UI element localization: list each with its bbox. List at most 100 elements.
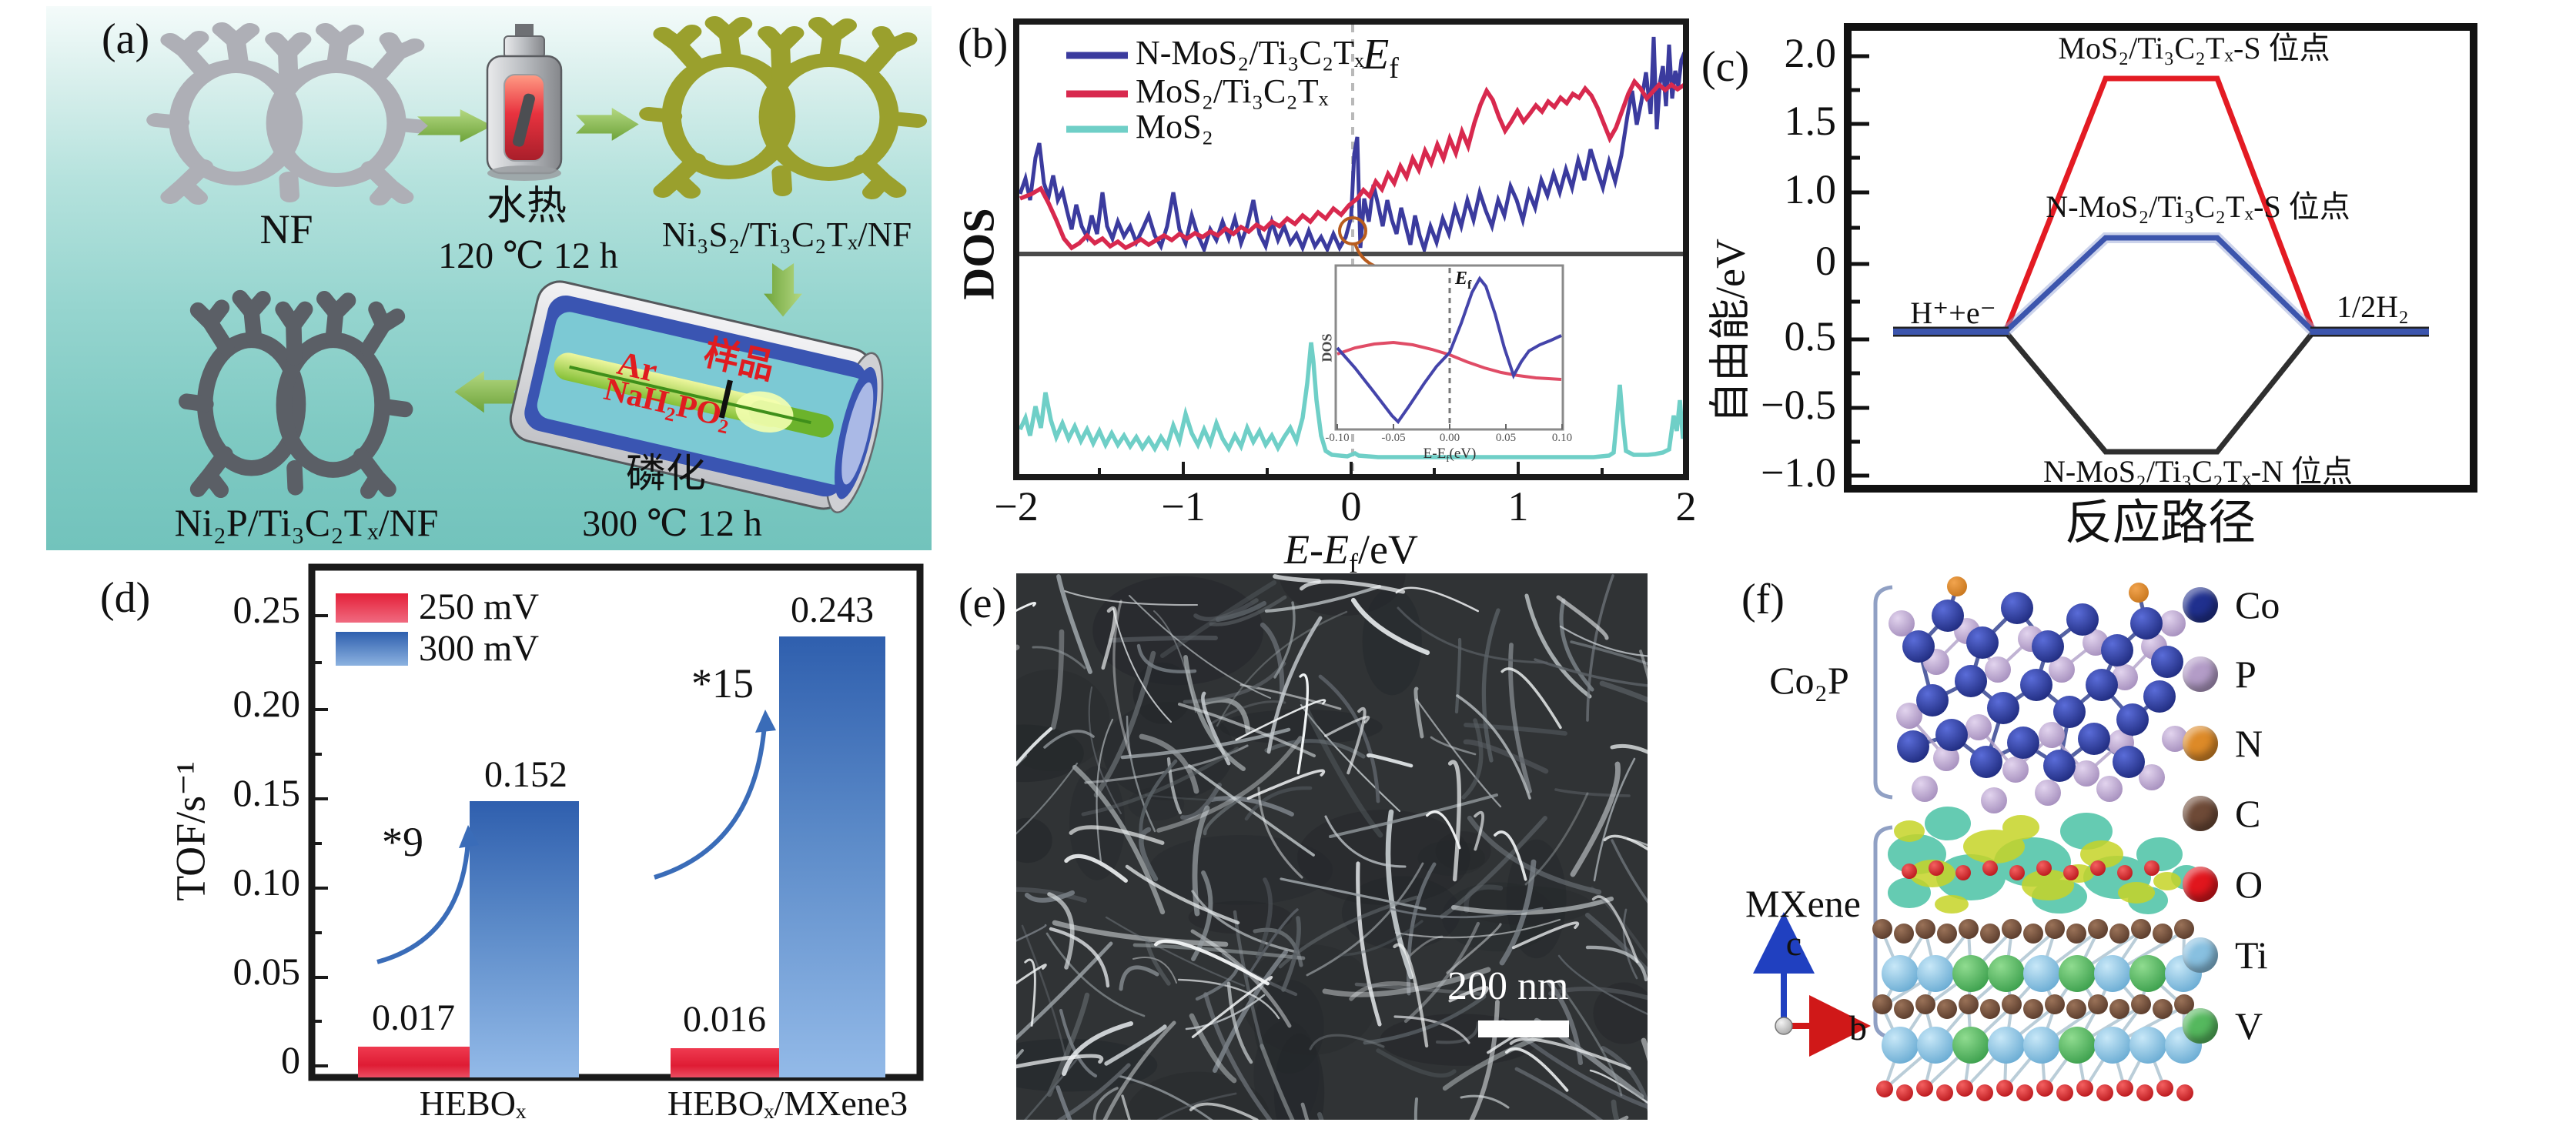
legend-label-c: C	[2235, 792, 2261, 835]
co-atoms	[1897, 592, 2183, 782]
blue-path-label: N-MoS₂/Ti₃C₂Tₓ-S 位点	[2046, 189, 2350, 224]
fermi-level-label: Ef	[1363, 31, 1399, 85]
value-label-0.016: 0.016	[683, 999, 766, 1040]
y-tick-0.15: 0.15	[233, 771, 301, 814]
panel-e-sem-image: (e) 200 nm	[958, 566, 1728, 1129]
plot-frame	[1844, 23, 2477, 493]
legend-row-ti: Ti	[2183, 934, 2268, 977]
nf-label: NF	[259, 206, 313, 252]
dos-plot-graphics	[1013, 18, 1689, 480]
v-atom-swatch	[2183, 1008, 2218, 1044]
legend-label-co: Co	[2235, 583, 2280, 626]
initial-state-label: H⁺+e⁻	[1910, 296, 1996, 330]
o-atoms-bottom-row	[1876, 1080, 2193, 1101]
tube-furnace-icon	[509, 280, 884, 513]
scale-bar-label: 200 nm	[1447, 964, 1569, 1008]
category-label-hebox-mxene3: HEBOₓ/MXene3	[667, 1084, 908, 1123]
multiplier-label-15: *15	[691, 660, 754, 706]
hydrothermal-step-label: 水热	[486, 185, 567, 229]
sem-nanosheet-texture	[1016, 573, 1648, 1120]
mxene-region-label: MXene	[1745, 882, 1861, 925]
co2p-region-label: Co₂P	[1769, 659, 1849, 702]
legend-swatch-300mv	[336, 632, 408, 666]
x-tick-neg1: −1	[1161, 483, 1206, 529]
panel-e-label: (e)	[958, 580, 1007, 627]
panel-a-label: (a)	[102, 15, 150, 63]
free-energy-graphics	[1844, 23, 2477, 493]
y-tick-0.25: 0.25	[233, 588, 301, 631]
annotation-circle	[1338, 216, 1367, 246]
dos-inset-plot	[1334, 264, 1564, 431]
ni3s2-product-label: Ni₃S₂/Ti₃C₂Tₓ/NF	[661, 215, 912, 254]
x-axis-ticks	[1015, 462, 1688, 477]
panel-d-label: (d)	[100, 574, 151, 622]
legend-row-p: P	[2183, 653, 2257, 696]
value-label-0.152: 0.152	[484, 754, 567, 795]
path-s-site-doped	[2003, 235, 2316, 334]
ni3s2-foam-illustration	[649, 23, 918, 192]
legend-label-o: O	[2235, 863, 2263, 906]
category-label-hebox: HEBOₓ	[419, 1084, 527, 1123]
ti-v-atoms-row2	[1882, 1027, 2202, 1064]
crystal-axes-icon	[1753, 912, 1871, 1057]
c-atoms-row1	[1872, 919, 2194, 944]
legend-label-300mv: 300 mV	[419, 628, 539, 669]
panel-a-graphics	[46, 6, 932, 513]
inset-tick-0: -0.10	[1325, 432, 1350, 444]
legend-label-ti: Ti	[2235, 934, 2268, 977]
red-path-label: MoS₂/Ti₃C₂Tₓ-S 位点	[2058, 31, 2330, 65]
legend-label-n: N	[2235, 722, 2263, 765]
y-tick-0: 0	[1815, 238, 1836, 284]
x-tick-0: 0	[1340, 483, 1362, 529]
legend-label-250mv: 250 mV	[419, 586, 539, 627]
atomic-structure-graphics	[1753, 576, 2202, 1101]
path-n-site	[2003, 329, 2316, 455]
hydrothermal-conditions: 120 ℃ 12 h	[438, 235, 618, 276]
ti-v-atoms-row1	[1882, 955, 2202, 992]
panel-b-dos-plot: (b) DOS N-MoS₂/Ti₃C₂Tₓ MoS₂/Ti₃C₂Tₓ MoS₂…	[954, 0, 1701, 578]
y-tick-0.10: 0.10	[233, 860, 301, 904]
mxene-bonds	[1878, 926, 2186, 1094]
panel-d-tof-bar-chart: (d) TOF/s⁻¹ 0.25 0.20 0.15 0.10 0.05 0 2…	[46, 554, 955, 1129]
c-atom-swatch	[2183, 796, 2218, 831]
legend-label-v: V	[2235, 1004, 2263, 1047]
reaction-path-x-axis-label: 反应路径	[2064, 497, 2257, 549]
n-atoms	[1947, 576, 2149, 603]
x-tick-1: 1	[1507, 483, 1529, 529]
autoclave-icon	[486, 24, 563, 181]
y-tick-neg1.0: −1.0	[1761, 449, 1836, 496]
bar-hebox-mxene3-250mv	[671, 1048, 779, 1077]
panel-c-free-energy-diagram: (c) 自由能/eV 2.0 1.5 1.0 0 0.5 −0.5 −1.0 M…	[1701, 0, 2576, 585]
n-atom-swatch	[2183, 726, 2218, 761]
inset-tick-4: 0.10	[1551, 432, 1573, 444]
x-tick-2: 2	[1675, 483, 1697, 529]
panel-c-label: (c)	[1701, 43, 1750, 91]
c-axis-label: c	[1785, 924, 1802, 963]
path-s-site-undoped	[2002, 75, 2317, 333]
legend-row-v: V	[2183, 1004, 2263, 1047]
y-tick-0.05: 0.05	[233, 950, 301, 993]
curve-mos2-ti3c2tx	[1019, 78, 1686, 251]
inset-tick-3: 0.05	[1495, 432, 1517, 444]
y-axis-ticks	[312, 614, 328, 1067]
legend-label-p: P	[2235, 653, 2257, 696]
legend-swatch-250mv	[336, 593, 408, 623]
curve-n-mos2-ti3c2tx	[1018, 36, 1687, 256]
y-tick-0.5: 0.5	[1784, 313, 1837, 359]
c-atoms-row2	[1872, 994, 2194, 1019]
sem-micrograph: 200 nm	[1016, 573, 1648, 1120]
p-atom-swatch	[2183, 656, 2218, 692]
b-axis-label: b	[1849, 1008, 1867, 1047]
panel-b-label: (b)	[958, 20, 1009, 68]
final-state-label: 1/2H₂	[2337, 289, 2409, 324]
curve-mos2	[1018, 342, 1687, 459]
y-tick-0.20: 0.20	[233, 682, 301, 725]
y-axis-ticks	[1848, 54, 1869, 478]
legend-label-mos2-ti3c2tx: MoS₂/Ti₃C₂Tₓ	[1136, 72, 1329, 110]
value-label-0.243: 0.243	[791, 590, 874, 630]
arrow-autoclave-to-foam-icon	[576, 108, 639, 141]
phosphidation-step-label: 磷化	[625, 453, 707, 496]
y-tick-2.0: 2.0	[1784, 30, 1837, 76]
panel-f-atomic-model: (f) Co₂P MXene c b Co P N C O Ti V	[1717, 554, 2576, 1129]
scale-bar	[1478, 1020, 1569, 1037]
